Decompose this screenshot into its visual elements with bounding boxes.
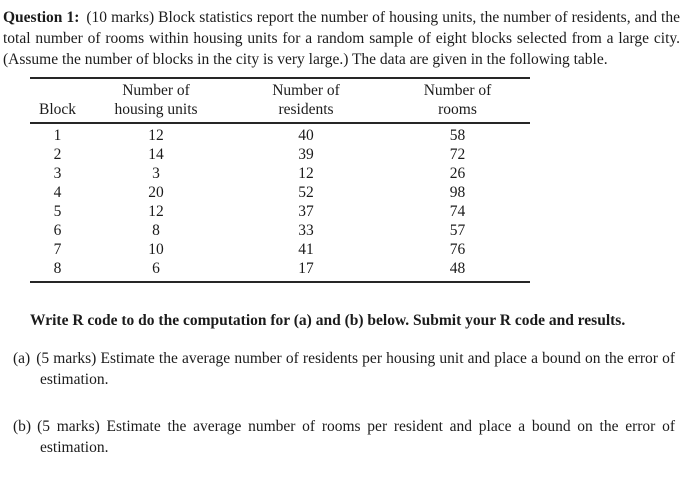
table-cell: 57 <box>449 222 466 239</box>
table-cell: 39 <box>298 146 314 163</box>
table-cell: 76 <box>449 241 466 258</box>
table-cell: 2 <box>53 146 62 163</box>
table-cell: 98 <box>449 184 466 201</box>
block-statistics-table: Number of Number of Number of Block hous… <box>30 77 530 283</box>
header-residents-line2: residents <box>227 100 385 124</box>
table-cell: 14 <box>148 146 164 163</box>
table-cell: 72 <box>449 146 466 163</box>
table-cell: 10 <box>148 241 164 258</box>
table-cell: 12 <box>298 165 314 182</box>
table-row: 8 6 17 48 <box>30 259 530 282</box>
table-body: 1 12 40 58 2 14 39 72 3 3 12 26 4 20 52 98 5 12 37 74 6 8 33 57… <box>30 123 530 282</box>
table-header-row-1: Number of Number of Number of <box>30 78 530 100</box>
table-cell: 12 <box>148 203 164 220</box>
header-block-spacer <box>30 78 85 100</box>
table-cell: 6 <box>152 260 160 277</box>
table-row: 2 14 39 72 <box>30 145 530 164</box>
table-cell: 40 <box>298 127 314 144</box>
header-block: Block <box>30 100 85 124</box>
table-row: 3 3 12 26 <box>30 164 530 183</box>
table-cell: 3 <box>53 165 62 182</box>
table-cell: 17 <box>298 260 314 277</box>
table-cell: 41 <box>298 241 314 258</box>
table-cell: 33 <box>298 222 314 239</box>
table-cell: 20 <box>148 184 164 201</box>
table-cell: 7 <box>53 241 62 258</box>
table-cell: 58 <box>449 127 466 144</box>
table-row: 7 10 41 76 <box>30 240 530 259</box>
table-row: 4 20 52 98 <box>30 183 530 202</box>
table-row: 5 12 37 74 <box>30 202 530 221</box>
table-cell: 3 <box>152 165 160 182</box>
part-b-text: (5 marks) Estimate the average number of… <box>37 418 675 456</box>
part-a-text: (5 marks) Estimate the average number of… <box>36 350 675 388</box>
header-housing-units-line1: Number of <box>122 82 190 99</box>
table-cell: 6 <box>53 222 62 239</box>
instruction-paragraph: Write R code to do the computation for (… <box>30 312 626 329</box>
part-a-label: (a) <box>13 350 31 367</box>
table-header-row-2: Block housing units residents rooms <box>30 100 530 124</box>
question-text: (10 marks) Block statistics report the n… <box>3 9 680 68</box>
table-cell: 48 <box>449 260 466 277</box>
table-cell: 8 <box>53 260 62 277</box>
table-cell: 4 <box>53 184 62 201</box>
table-cell: 37 <box>298 203 314 220</box>
table-header: Number of Number of Number of Block hous… <box>30 78 530 124</box>
table-cell: 74 <box>449 203 466 220</box>
header-housing-units-line2: housing units <box>85 100 227 124</box>
table-cell: 5 <box>53 203 62 220</box>
table-cell: 1 <box>53 127 62 144</box>
part-a: (a) (5 marks) Estimate the average number… <box>3 348 680 390</box>
table-cell: 8 <box>152 222 160 239</box>
table-row: 6 8 33 57 <box>30 221 530 240</box>
header-rooms-line2: rooms <box>385 100 530 124</box>
part-b: (b) (5 marks) Estimate the average number… <box>3 416 680 458</box>
header-residents-line1: Number of <box>272 82 340 99</box>
table-cell: 12 <box>148 127 164 144</box>
question-label: Question 1: <box>3 9 80 26</box>
table-cell: 52 <box>298 184 314 201</box>
part-b-label: (b) <box>13 418 32 435</box>
question-paragraph: Question 1: (10 marks) Block statistics r… <box>3 7 680 70</box>
table-row: 1 12 40 58 <box>30 123 530 145</box>
header-rooms-line1: Number of <box>423 82 492 99</box>
table-cell: 26 <box>449 165 466 182</box>
